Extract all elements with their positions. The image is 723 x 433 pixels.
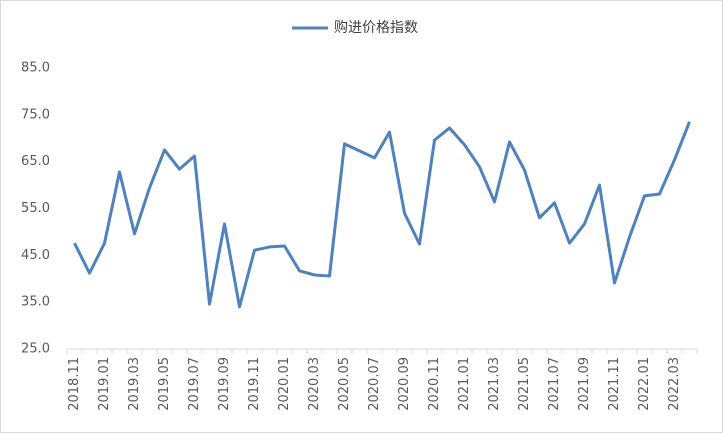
x-tick-label: 2019.09 xyxy=(217,357,232,411)
x-tick-label: 2020.09 xyxy=(397,357,412,411)
y-tick-label: 65.0 xyxy=(21,154,50,169)
x-tick-label: 2021.05 xyxy=(517,357,532,411)
x-tick-label: 2020.01 xyxy=(277,357,292,411)
x-tick-label: 2020.05 xyxy=(337,357,352,411)
x-tick-label: 2020.11 xyxy=(427,357,442,411)
x-tick-label: 2019.03 xyxy=(127,357,142,411)
x-tick-label: 2022.01 xyxy=(637,357,652,411)
x-tick-label: 2021.01 xyxy=(457,357,472,411)
y-tick-label: 75.0 xyxy=(21,107,50,122)
x-tick-label: 2019.11 xyxy=(247,357,262,411)
x-tick-label: 2019.01 xyxy=(97,357,112,411)
x-tick-label: 2021.11 xyxy=(607,357,622,411)
x-tick-label: 2020.03 xyxy=(307,357,322,411)
x-tick-label: 2021.09 xyxy=(577,357,592,411)
x-tick-label: 2021.03 xyxy=(487,357,502,411)
x-tick-label: 2022.03 xyxy=(667,357,682,411)
y-tick-label: 25.0 xyxy=(21,342,50,357)
y-tick-label: 55.0 xyxy=(21,201,50,216)
y-tick-label: 85.0 xyxy=(21,61,50,76)
x-tick-label: 2021.07 xyxy=(547,357,562,411)
y-tick-label: 35.0 xyxy=(21,295,50,310)
series-line xyxy=(73,121,691,309)
legend-label: 购进价格指数 xyxy=(334,20,418,36)
x-tick-label: 2019.05 xyxy=(157,357,172,411)
x-tick-label: 2019.07 xyxy=(187,357,202,411)
x-tick-label: 2018.11 xyxy=(67,357,82,411)
x-tick-label: 2020.07 xyxy=(367,357,382,411)
y-tick-label: 45.0 xyxy=(21,248,50,263)
